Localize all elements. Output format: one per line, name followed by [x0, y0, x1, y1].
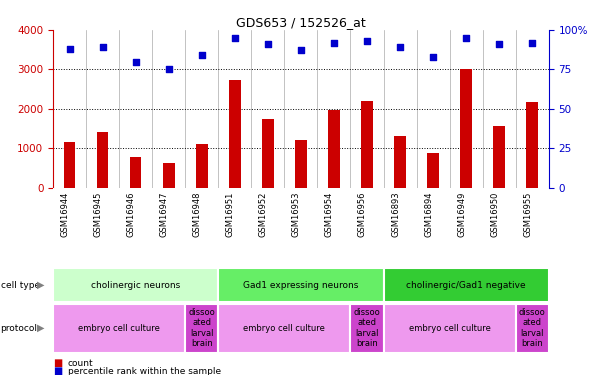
Text: GSM16947: GSM16947	[160, 191, 169, 237]
Text: ▶: ▶	[37, 280, 45, 290]
Point	[461, 35, 471, 41]
Text: GSM16946: GSM16946	[127, 191, 136, 237]
Point	[296, 48, 306, 54]
Text: GSM16956: GSM16956	[358, 191, 367, 237]
Text: GSM16945: GSM16945	[94, 191, 103, 237]
Bar	[516, 304, 549, 352]
Bar	[460, 69, 472, 188]
Text: percentile rank within the sample: percentile rank within the sample	[68, 367, 221, 375]
Text: GSM16953: GSM16953	[292, 191, 301, 237]
Text: embryo cell culture: embryo cell culture	[409, 324, 490, 333]
Text: GSM16948: GSM16948	[193, 191, 202, 237]
Title: GDS653 / 152526_at: GDS653 / 152526_at	[236, 16, 366, 29]
Bar	[53, 268, 218, 302]
Point	[428, 54, 438, 60]
Text: GSM16950: GSM16950	[490, 191, 499, 237]
Bar	[130, 157, 142, 188]
Point	[98, 44, 107, 50]
Text: count: count	[68, 358, 93, 368]
Text: cholinergic/Gad1 negative: cholinergic/Gad1 negative	[407, 280, 526, 290]
Point	[65, 46, 74, 52]
Bar	[384, 304, 516, 352]
Point	[131, 58, 140, 64]
Text: GSM16893: GSM16893	[391, 191, 400, 237]
Bar	[361, 101, 373, 188]
Text: protocol: protocol	[1, 324, 38, 333]
Bar	[350, 304, 384, 352]
Text: GSM16944: GSM16944	[61, 191, 70, 237]
Bar	[526, 102, 538, 188]
Bar	[64, 142, 76, 188]
Bar	[262, 118, 274, 188]
Point	[329, 40, 339, 46]
Bar	[229, 80, 241, 188]
Text: dissoo
ated
larval
brain: dissoo ated larval brain	[188, 308, 215, 348]
Point	[197, 52, 206, 58]
Bar	[384, 268, 549, 302]
Bar	[185, 304, 218, 352]
Text: GSM16955: GSM16955	[523, 191, 532, 237]
Text: GSM16952: GSM16952	[259, 191, 268, 237]
Text: ■: ■	[53, 358, 63, 368]
Text: ■: ■	[53, 366, 63, 375]
Point	[230, 35, 240, 41]
Bar	[218, 304, 350, 352]
Bar	[295, 140, 307, 188]
Point	[164, 66, 173, 72]
Bar	[196, 144, 208, 188]
Bar	[97, 132, 109, 188]
Bar	[53, 304, 185, 352]
Text: embryo cell culture: embryo cell culture	[78, 324, 160, 333]
Text: GSM16894: GSM16894	[424, 191, 433, 237]
Point	[362, 38, 372, 44]
Text: GSM16949: GSM16949	[457, 191, 466, 237]
Text: cell type: cell type	[1, 280, 40, 290]
Point	[395, 44, 405, 50]
Point	[494, 41, 504, 47]
Text: dissoo
ated
larval
brain: dissoo ated larval brain	[353, 308, 381, 348]
Bar	[218, 268, 384, 302]
Bar	[163, 163, 175, 188]
Text: GSM16954: GSM16954	[325, 191, 334, 237]
Bar	[493, 126, 505, 188]
Text: Gad1 expressing neurons: Gad1 expressing neurons	[243, 280, 359, 290]
Bar	[328, 110, 340, 188]
Bar	[394, 135, 406, 188]
Text: cholinergic neurons: cholinergic neurons	[91, 280, 181, 290]
Text: GSM16951: GSM16951	[226, 191, 235, 237]
Text: embryo cell culture: embryo cell culture	[244, 324, 325, 333]
Text: dissoo
ated
larval
brain: dissoo ated larval brain	[519, 308, 546, 348]
Point	[263, 41, 273, 47]
Bar	[427, 153, 439, 188]
Text: ▶: ▶	[37, 323, 45, 333]
Point	[527, 40, 537, 46]
